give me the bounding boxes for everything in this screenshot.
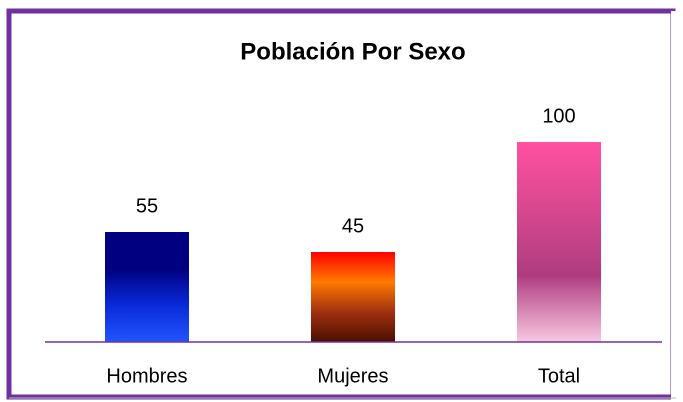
bar xyxy=(311,252,395,342)
x-tick-label: Hombres xyxy=(106,365,187,387)
data-label: 45 xyxy=(342,215,364,237)
data-label: 100 xyxy=(542,105,575,127)
data-label: 55 xyxy=(136,195,158,217)
bar xyxy=(105,232,189,342)
x-tick-label: Mujeres xyxy=(317,365,388,387)
x-tick-label: Total xyxy=(538,365,580,387)
frame-right xyxy=(671,11,683,402)
bar xyxy=(517,142,601,342)
chart-title: Población Por Sexo xyxy=(240,38,465,65)
